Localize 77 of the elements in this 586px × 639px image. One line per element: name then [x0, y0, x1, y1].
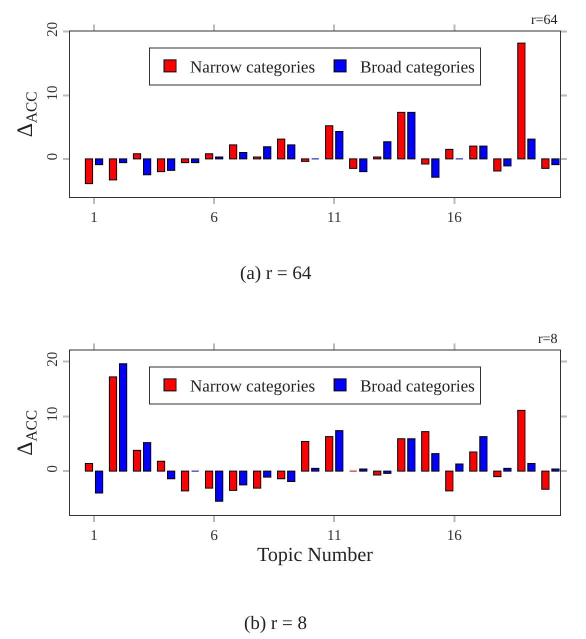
bar: [180, 158, 190, 164]
text: r=8: [538, 332, 558, 347]
y-tick-label: 20: [45, 22, 61, 37]
bar: [287, 144, 296, 160]
y-tick-label: 10: [45, 86, 61, 101]
bar: [277, 470, 286, 480]
bar: [277, 138, 286, 160]
x-tick-label: 11: [326, 528, 342, 544]
bar: [143, 158, 152, 176]
text: (b) r = 8: [244, 613, 307, 634]
legend-label: Narrow categories: [190, 376, 316, 396]
bar: [156, 158, 166, 172]
bar: [503, 158, 512, 166]
bar: [239, 470, 248, 486]
bar: [359, 468, 368, 472]
bar: [84, 462, 94, 472]
bar: [445, 148, 454, 160]
bar: [143, 442, 152, 472]
bar: [204, 470, 214, 489]
x-tick-label: 6: [210, 528, 218, 544]
x-axis-title: Topic Number: [257, 544, 374, 566]
bar: [228, 470, 238, 491]
bar: [94, 470, 104, 494]
x-tick-label: 11: [326, 210, 342, 226]
bar: [517, 410, 526, 472]
bar: [301, 158, 310, 162]
bar: [263, 470, 272, 478]
x-tick-label: 16: [446, 210, 462, 226]
bar: [215, 470, 224, 502]
bar: [108, 158, 118, 180]
text: r=64: [531, 13, 558, 28]
bar: [551, 468, 560, 472]
bar: [156, 460, 166, 472]
x-tick-label: 1: [90, 528, 98, 544]
y-tick-label: 0: [45, 152, 61, 160]
bar: [469, 146, 478, 160]
bar: [228, 144, 238, 160]
bar: [204, 153, 214, 160]
bar: [108, 376, 118, 472]
bar: [551, 158, 560, 166]
bar: [180, 470, 190, 492]
bar: [527, 462, 536, 472]
bar: [287, 470, 296, 482]
text: (a) r = 64: [240, 263, 312, 284]
legend-label: Broad categories: [360, 58, 475, 77]
bar: [132, 450, 142, 472]
bar: [541, 158, 550, 169]
x-tick-label: 16: [446, 528, 462, 544]
bar: [541, 470, 550, 490]
bar: [167, 470, 176, 480]
bar: [479, 436, 488, 472]
bar: [118, 158, 128, 164]
bar: [527, 138, 536, 160]
bar: [118, 363, 128, 472]
bar: [94, 158, 104, 166]
y-tick-label: 0: [45, 465, 61, 473]
bar: [253, 470, 262, 489]
bar: [167, 158, 176, 171]
x-tick-label: 1: [90, 210, 98, 226]
bar: [191, 158, 200, 164]
bar: [239, 152, 248, 160]
bar: [132, 153, 142, 160]
bar: [84, 158, 94, 184]
bar: [493, 158, 502, 172]
legend-label: Narrow categories: [190, 58, 316, 77]
bar: [479, 146, 488, 160]
bar: [503, 468, 512, 472]
y-tick-label: 20: [45, 352, 61, 367]
y-tick-label: 10: [45, 406, 61, 422]
bar: [493, 470, 502, 478]
x-tick-label: 6: [210, 210, 218, 226]
legend-label: Broad categories: [360, 376, 475, 396]
bar: [445, 470, 454, 492]
bar: [263, 146, 272, 160]
bar: [455, 464, 464, 472]
bar: [517, 42, 526, 160]
bar: [469, 451, 478, 472]
